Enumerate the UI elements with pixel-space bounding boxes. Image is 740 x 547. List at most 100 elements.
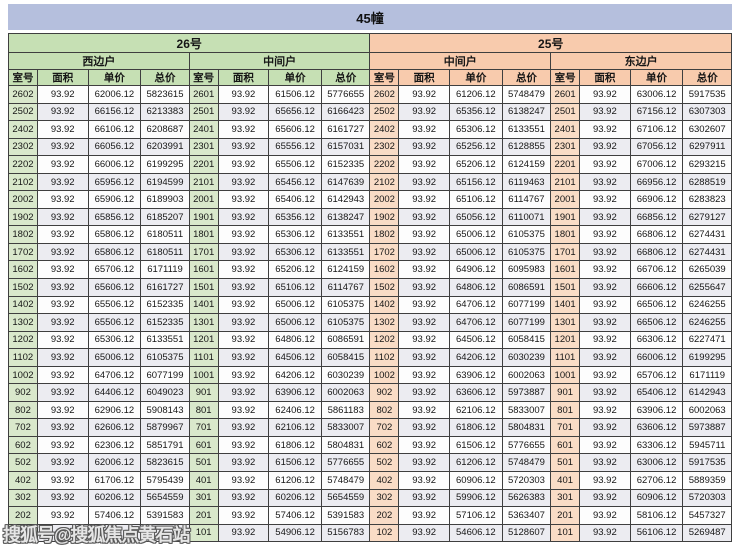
area-cell: 93.92 (36, 453, 89, 473)
room-cell: 2002 (369, 190, 400, 209)
total-cell: 6246255 (682, 295, 732, 315)
area-cell: 93.92 (217, 348, 270, 367)
area-cell: 93.92 (579, 348, 631, 367)
price-cell: 63906.12 (268, 383, 322, 402)
total-cell: 6128855 (501, 137, 552, 157)
area-cell: 93.92 (217, 330, 270, 350)
table-row: 1102 93.92 65006.12 6105375 1101 93.92 64506.1… (8, 348, 732, 367)
area-cell: 93.92 (36, 278, 89, 297)
room-cell: 601 (188, 435, 219, 455)
room-cell: 2602 (8, 85, 38, 104)
table-row: 602 93.92 62306.12 5851791 601 93.92 61806.12 5… (8, 435, 732, 455)
area-cell: 93.92 (217, 488, 270, 508)
room-cell: 602 (8, 435, 38, 455)
total-cell: 6255647 (682, 278, 732, 297)
room-cell: 501 (550, 453, 581, 473)
total-cell: 5879967 (140, 418, 190, 437)
total-cell: 5748479 (501, 85, 552, 104)
price-cell: 65506.12 (268, 155, 322, 174)
col-header-price: 单价 (448, 69, 503, 86)
room-cell: 2301 (550, 137, 581, 157)
total-cell: 6161727 (320, 120, 371, 139)
room-cell: 801 (550, 400, 581, 420)
total-cell: 743 (140, 523, 190, 543)
total-cell: 6265039 (682, 260, 732, 280)
area-cell: 93.92 (36, 120, 89, 139)
price-cell: 66156.12 (87, 102, 142, 122)
price-cell: 65706.12 (629, 365, 684, 385)
area-cell: 93.92 (36, 207, 89, 227)
room-cell: 302 (8, 488, 38, 508)
col-header-room: 室号 (550, 69, 581, 86)
total-cell: 6213383 (140, 102, 190, 122)
total-cell: 6002063 (320, 383, 371, 402)
area-cell: 93.92 (217, 190, 270, 209)
area-cell: 93.92 (217, 453, 270, 473)
price-cell: 65706.12 (87, 260, 142, 280)
total-cell: 6133551 (140, 330, 190, 350)
total-cell: 5973887 (501, 383, 552, 402)
price-cell: 62606.12 (87, 418, 142, 437)
room-cell: 801 (188, 400, 219, 420)
table-row: 1302 93.92 65506.12 6152335 1301 93.92 65006.1… (8, 313, 732, 332)
price-cell: 57406.12 (87, 506, 142, 525)
area-cell: 93.92 (398, 365, 450, 385)
subgroup-east-25: 东边户 (550, 52, 732, 70)
area-cell: 93.92 (579, 435, 631, 455)
total-cell: 6049023 (140, 383, 190, 402)
total-cell: 6095983 (501, 260, 552, 280)
total-cell: 5889359 (682, 471, 732, 490)
total-cell: 6002063 (682, 400, 732, 420)
price-cell: 63606.12 (448, 383, 503, 402)
price-cell: 56106.12 (629, 523, 684, 543)
area-cell: 93.92 (36, 435, 89, 455)
total-cell: 6105375 (501, 242, 552, 262)
area-cell: 93.92 (579, 120, 631, 139)
total-cell: 6124159 (320, 260, 371, 280)
price-cell: 63606.12 (629, 418, 684, 437)
price-cell: 65456.12 (268, 172, 322, 192)
table-row: 1202 93.92 65306.12 6133551 1201 93.92 64806.1… (8, 330, 732, 350)
price-cell: 63006.12 (629, 85, 684, 104)
table-row: 2502 93.92 66156.12 6213383 2501 93.92 65656.1… (8, 102, 732, 122)
area-cell: 93.92 (398, 260, 450, 280)
area-cell: 93.92 (36, 242, 89, 262)
price-cell: 65406.12 (629, 383, 684, 402)
price-cell: 65006.12 (448, 225, 503, 244)
room-cell: 2201 (188, 155, 219, 174)
room-cell: 901 (550, 383, 581, 402)
area-cell: 93.92 (36, 172, 89, 192)
price-cell: 62706.12 (629, 471, 684, 490)
total-cell: 5945711 (682, 435, 732, 455)
price-cell: 64806.12 (448, 278, 503, 297)
total-cell: 5823615 (140, 85, 190, 104)
price-cell: 62306.12 (87, 435, 142, 455)
area-cell: 93.92 (398, 471, 450, 490)
total-cell: 5833007 (501, 400, 552, 420)
price-cell: 62006.12 (87, 453, 142, 473)
area-cell: 93.92 (217, 155, 270, 174)
price-cell: 64706.12 (448, 313, 503, 332)
area-cell: 93.92 (217, 172, 270, 192)
room-cell: 1901 (550, 207, 581, 227)
price-cell: 66006.12 (87, 155, 142, 174)
area-cell: 93.92 (398, 418, 450, 437)
price-cell: 65006.12 (268, 313, 322, 332)
col-header-total: 总价 (501, 69, 552, 86)
room-cell: 2001 (188, 190, 219, 209)
price-cell: 61506.12 (268, 453, 322, 473)
total-cell: 5156783 (320, 523, 371, 543)
area-cell: 93.92 (398, 348, 450, 367)
price-cell: 61806.12 (268, 435, 322, 455)
table-row: 502 93.92 62006.12 5823615 501 93.92 61506.12 5… (8, 453, 732, 473)
area-cell: 93.92 (217, 506, 270, 525)
room-cell: 701 (188, 418, 219, 437)
price-cell: 54906.12 (268, 523, 322, 543)
room-cell: 1702 (8, 242, 38, 262)
price-cell: 65106.12 (448, 190, 503, 209)
price-cell: 60206.12 (87, 488, 142, 508)
price-cell: 57406.12 (268, 506, 322, 525)
room-cell: 1502 (8, 278, 38, 297)
price-table: 26号 25号 西边户 中间户 中间户 东边户 室号 面积 单价 总价 室号 面… (7, 33, 732, 543)
total-cell: 6288519 (682, 172, 732, 192)
